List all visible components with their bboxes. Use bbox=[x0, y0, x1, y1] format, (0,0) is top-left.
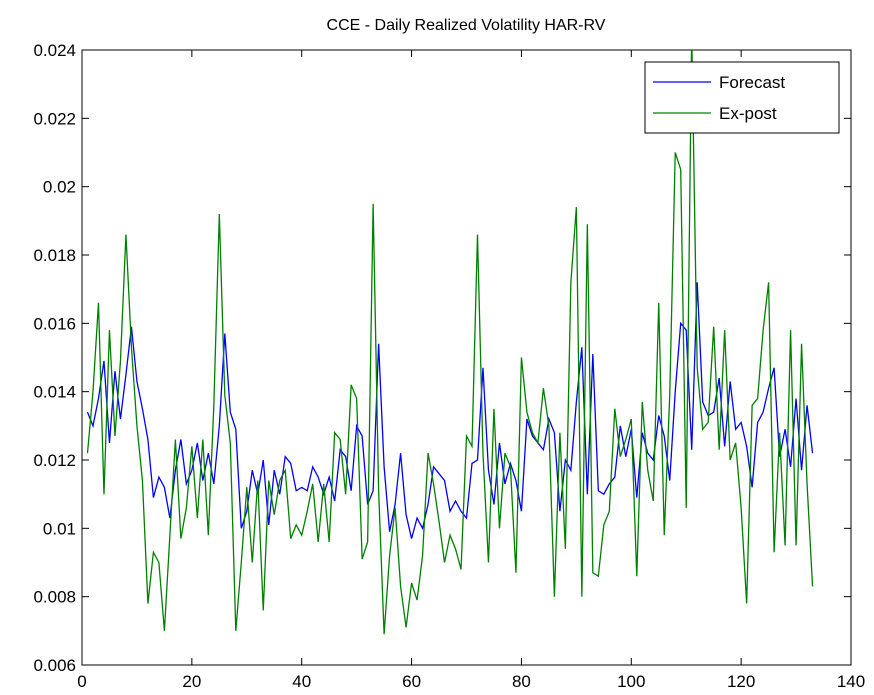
x-tick-label: 40 bbox=[292, 672, 311, 691]
y-tick-label: 0.014 bbox=[33, 383, 76, 402]
x-tick-label: 140 bbox=[837, 672, 865, 691]
x-tick-label: 0 bbox=[77, 672, 86, 691]
y-tick-label: 0.006 bbox=[33, 656, 76, 675]
y-tick-label: 0.024 bbox=[33, 41, 76, 60]
x-tick-label: 20 bbox=[182, 672, 201, 691]
series-line bbox=[86, 282, 814, 539]
x-tick-label: 120 bbox=[727, 672, 755, 691]
y-tick-label: 0.008 bbox=[33, 588, 76, 607]
y-tick-label: 0.012 bbox=[33, 451, 76, 470]
legend-label: Ex-post bbox=[719, 104, 777, 123]
x-tick-label: 100 bbox=[617, 672, 645, 691]
y-tick-label: 0.02 bbox=[43, 178, 76, 197]
series-line bbox=[86, 50, 814, 635]
y-tick-label: 0.022 bbox=[33, 109, 76, 128]
plot-lines bbox=[86, 50, 814, 635]
plot-area bbox=[81, 49, 852, 666]
x-tick-label: 80 bbox=[512, 672, 531, 691]
y-tick-label: 0.016 bbox=[33, 314, 76, 333]
y-tick-label: 0.01 bbox=[43, 519, 76, 538]
chart-title: CCE - Daily Realized Volatility HAR-RV bbox=[327, 17, 606, 34]
y-tick-label: 0.018 bbox=[33, 246, 76, 265]
x-tick-label: 60 bbox=[402, 672, 421, 691]
legend-label: Forecast bbox=[719, 73, 785, 92]
legend-box bbox=[644, 61, 840, 134]
